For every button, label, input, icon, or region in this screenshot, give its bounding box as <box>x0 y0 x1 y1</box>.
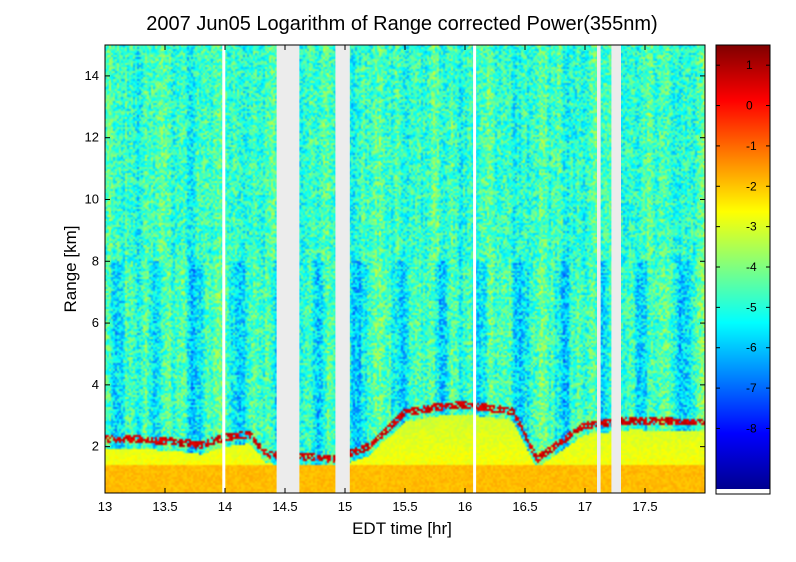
y-tick-label: 8 <box>92 253 99 268</box>
missing-line-1 <box>473 45 477 493</box>
colorbar-tick-label: -2 <box>746 179 757 193</box>
colorbar-ticks: 1 0 -1 -2 -3 -4 -5 -6 -7 -8 <box>716 58 770 435</box>
x-tick-label: 16.5 <box>512 499 537 514</box>
x-tick-label: 16 <box>458 499 472 514</box>
y-tick-label: 2 <box>92 439 99 454</box>
colorbar: 1 0 -1 -2 -3 -4 -5 -6 -7 -8 <box>715 44 771 495</box>
missing-line-0 <box>222 45 226 493</box>
colorbar-tick-label: -8 <box>746 421 757 435</box>
colorbar-tick-label: 0 <box>746 99 753 113</box>
colorbar-frame <box>715 44 771 495</box>
colorbar-tick-label: 1 <box>746 58 753 72</box>
y-tick-label: 12 <box>85 130 99 145</box>
x-tick-label: 17.5 <box>632 499 657 514</box>
plot-area <box>105 45 705 493</box>
x-tick-label: 15 <box>338 499 352 514</box>
colorbar-tick-label: -1 <box>746 139 757 153</box>
x-tick-label: 13 <box>98 499 112 514</box>
colorbar-tick-label: -6 <box>746 341 757 355</box>
data-gap-2 <box>597 45 601 493</box>
chart-title: 2007 Jun05 Logarithm of Range corrected … <box>146 13 657 35</box>
y-tick-label: 4 <box>92 377 99 392</box>
x-tick-label: 13.5 <box>152 499 177 514</box>
y-axis: 2 4 6 8 10 12 14 <box>85 68 705 454</box>
colorbar-tick-label: -5 <box>746 300 757 314</box>
data-gap-1 <box>335 45 350 493</box>
x-tick-label: 14.5 <box>272 499 297 514</box>
colorbar-gradient <box>716 45 770 489</box>
y-tick-label: 10 <box>85 191 99 206</box>
x-tick-label: 17 <box>578 499 592 514</box>
x-axis: 13 13.5 14 14.5 15 15.5 16 16.5 17 17.5 <box>98 45 658 514</box>
y-tick-label: 6 <box>92 315 99 330</box>
y-axis-label: Range [km] <box>61 226 80 313</box>
data-gap-3 <box>611 45 621 493</box>
colorbar-tick-label: -4 <box>746 260 757 274</box>
y-tick-label: 14 <box>85 68 99 83</box>
colorbar-nodata-swatch <box>716 489 770 494</box>
colorbar-tick-label: -3 <box>746 220 757 234</box>
colorbar-tick-label: -7 <box>746 381 757 395</box>
data-gap-0 <box>276 45 300 493</box>
heatmap-raster <box>105 45 705 493</box>
x-tick-label: 14 <box>218 499 232 514</box>
x-tick-label: 15.5 <box>392 499 417 514</box>
x-axis-label: EDT time [hr] <box>352 519 452 538</box>
